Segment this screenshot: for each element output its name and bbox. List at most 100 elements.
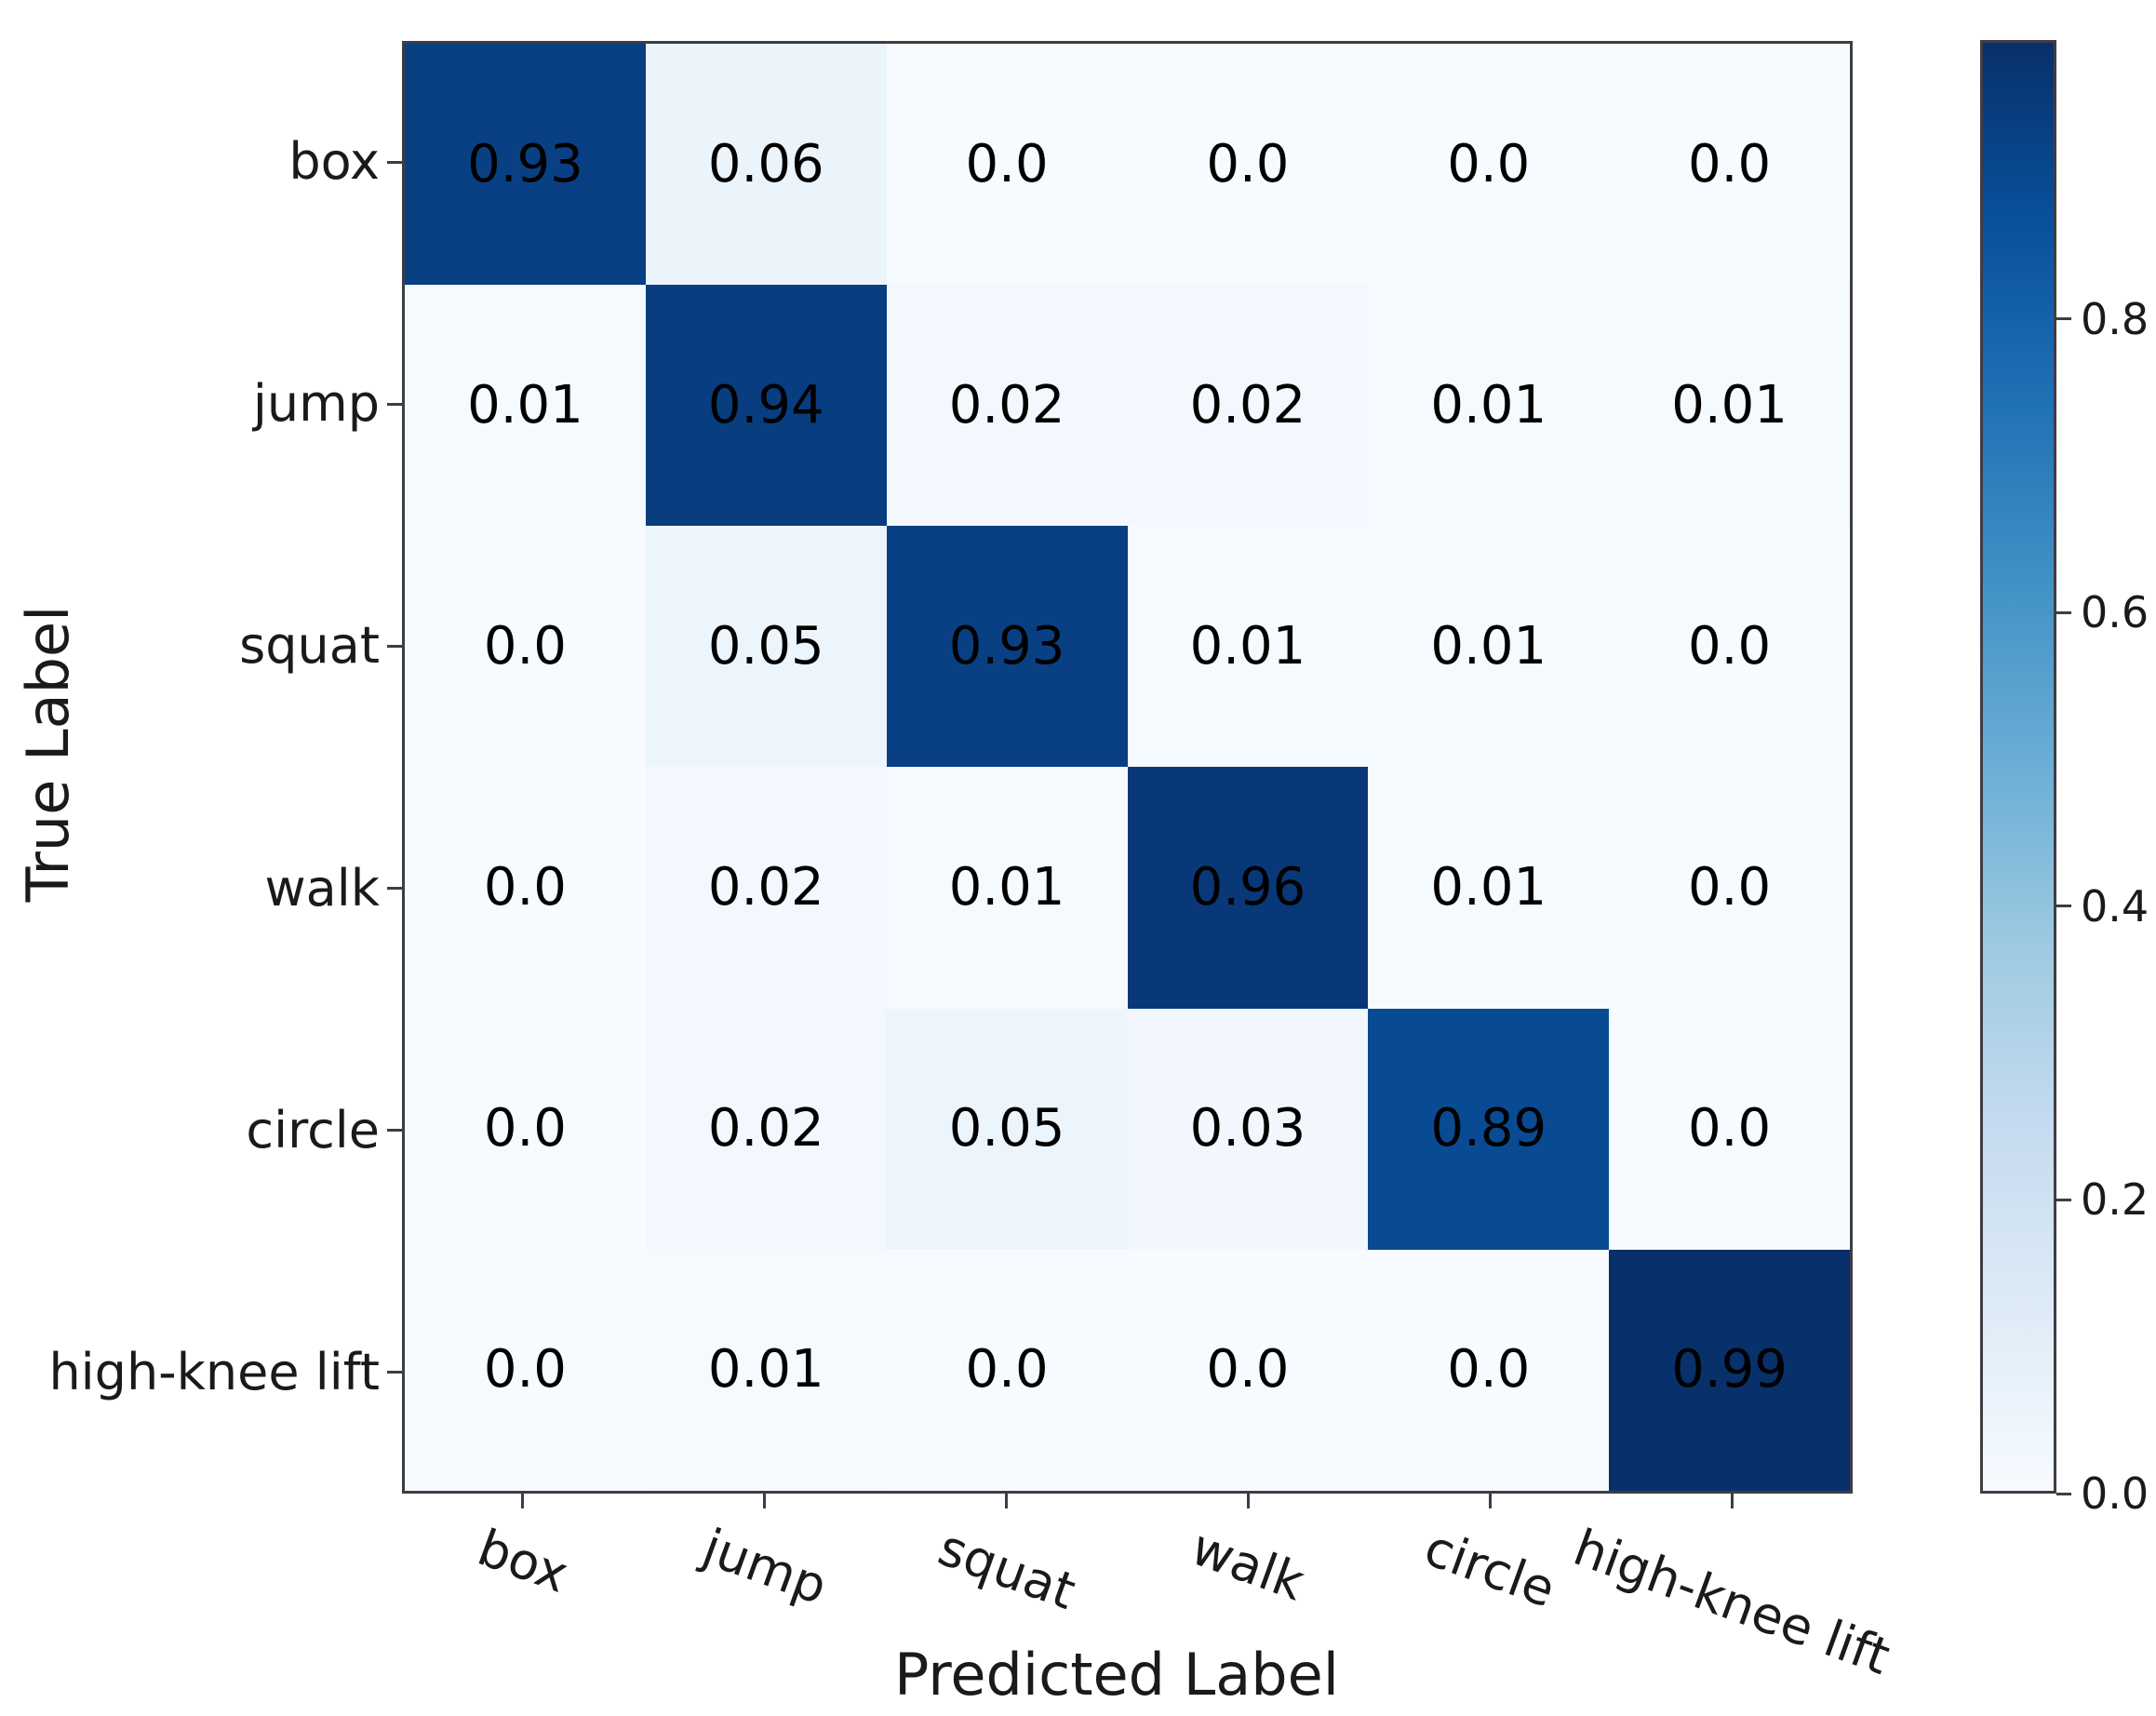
y-axis-title: True Label: [14, 605, 82, 903]
heatmap-cell: 0.0: [405, 1008, 646, 1250]
cell-value: 0.96: [1189, 857, 1306, 918]
colorbar-tick-mark: [2056, 317, 2071, 321]
heatmap-cell: 0.0: [1609, 44, 1850, 286]
cell-value: 0.89: [1430, 1098, 1547, 1160]
x-tick-mark: [521, 1494, 525, 1508]
cell-value: 0.93: [948, 615, 1065, 677]
cell-value: 0.99: [1671, 1339, 1788, 1401]
y-tick-mark: [387, 160, 402, 164]
colorbar-tick-label: 0.2: [2081, 1174, 2149, 1226]
heatmap-cell: 0.02: [886, 285, 1128, 527]
y-tick-label: high-knee lift: [48, 1342, 380, 1401]
y-tick-label: box: [288, 132, 380, 192]
cell-value: 0.0: [1688, 133, 1772, 194]
cell-value: 0.0: [483, 1098, 567, 1160]
cell-value: 0.0: [1447, 133, 1531, 194]
cell-value: 0.0: [1206, 1339, 1290, 1401]
cell-value: 0.02: [948, 374, 1065, 436]
heatmap-cell: 0.96: [1127, 767, 1369, 1009]
heatmap-cell: 0.0: [1127, 44, 1369, 286]
heatmap-cell: 0.0: [886, 1249, 1128, 1491]
heatmap-cell: 0.01: [1368, 767, 1610, 1009]
cell-value: 0.02: [707, 1098, 824, 1160]
colorbar-tick-mark: [2056, 1198, 2071, 1201]
heatmap-cell: 0.0: [405, 526, 646, 768]
heatmap-cell: 0.01: [1368, 526, 1610, 768]
cell-value: 0.01: [467, 374, 583, 436]
cell-value: 0.0: [1447, 1339, 1531, 1401]
heatmap-cell: 0.0: [1127, 1249, 1369, 1491]
cell-value: 0.01: [1430, 615, 1547, 677]
cell-value: 0.01: [1671, 374, 1788, 436]
heatmap-cell: 0.89: [1368, 1008, 1610, 1250]
cell-value: 0.94: [707, 374, 824, 436]
y-tick-label: circle: [246, 1100, 380, 1160]
colorbar-tick-label: 0.4: [2081, 880, 2149, 932]
heatmap-cell: 0.02: [645, 1008, 887, 1250]
y-tick-label: squat: [239, 616, 380, 676]
cell-value: 0.0: [965, 133, 1049, 194]
colorbar-tick-label: 0.6: [2081, 587, 2149, 638]
cell-value: 0.0: [483, 615, 567, 677]
y-tick-label: walk: [264, 858, 380, 918]
cell-value: 0.01: [707, 1339, 824, 1401]
cell-value: 0.01: [1430, 857, 1547, 918]
heatmap-cell: 0.01: [405, 285, 646, 527]
y-tick-mark: [387, 1371, 402, 1374]
heatmap-cell: 0.05: [645, 526, 887, 768]
cell-value: 0.0: [965, 1339, 1049, 1401]
heatmap-cell: 0.0: [1609, 767, 1850, 1009]
colorbar-tick-mark: [2056, 610, 2071, 614]
heatmap-cell: 0.02: [645, 767, 887, 1009]
cell-value: 0.01: [1189, 615, 1306, 677]
heatmap-cell: 0.05: [886, 1008, 1128, 1250]
x-tick-mark: [1005, 1494, 1009, 1508]
y-tick-mark: [387, 402, 402, 406]
cell-value: 0.05: [707, 615, 824, 677]
heatmap-cell: 0.0: [886, 44, 1128, 286]
x-tick-mark: [1730, 1494, 1734, 1508]
cell-value: 0.03: [1189, 1098, 1306, 1160]
heatmap-cell: 0.01: [645, 1249, 887, 1491]
y-tick-mark: [387, 1129, 402, 1133]
heatmap-cell: 0.94: [645, 285, 887, 527]
colorbar-tick-mark: [2056, 1492, 2071, 1495]
cell-value: 0.02: [707, 857, 824, 918]
cell-value: 0.02: [1189, 374, 1306, 436]
heatmap-cell: 0.0: [1368, 1249, 1610, 1491]
cell-value: 0.0: [1688, 1098, 1772, 1160]
cell-value: 0.01: [948, 857, 1065, 918]
y-tick-mark: [387, 887, 402, 891]
x-tick-label: walk: [1184, 1518, 1313, 1613]
heatmap-cell: 0.99: [1609, 1249, 1850, 1491]
x-tick-mark: [763, 1494, 767, 1508]
heatmap-cell: 0.02: [1127, 285, 1369, 527]
heatmap-cell: 0.0: [405, 767, 646, 1009]
heatmap-cell: 0.0: [1609, 1008, 1850, 1250]
colorbar-tick-label: 0.0: [2081, 1468, 2149, 1519]
heatmap-cell: 0.03: [1127, 1008, 1369, 1250]
cell-value: 0.01: [1430, 374, 1547, 436]
y-tick-label: jump: [252, 374, 380, 434]
x-axis-title: Predicted Label: [893, 1641, 1340, 1709]
x-tick-label: box: [470, 1517, 576, 1604]
heatmap-cell: 0.01: [1368, 285, 1610, 527]
x-tick-label: circle: [1417, 1517, 1563, 1619]
x-tick-label: high-knee lift: [1566, 1518, 1898, 1686]
cell-value: 0.05: [948, 1098, 1065, 1160]
heatmap-cell: 0.0: [405, 1249, 646, 1491]
heatmap-cell: 0.01: [886, 767, 1128, 1009]
colorbar-gradient: [1980, 40, 2056, 1494]
heatmap-cell: 0.93: [886, 526, 1128, 768]
x-tick-label: squat: [931, 1517, 1083, 1621]
heatmap-cell: 0.0: [1609, 526, 1850, 768]
heatmap-cell: 0.0: [1368, 44, 1610, 286]
cell-value: 0.0: [483, 1339, 567, 1401]
heatmap-cell: 0.06: [645, 44, 887, 286]
cell-value: 0.0: [483, 857, 567, 918]
heatmap-grid: 0.93 0.06 0.0 0.0 0.0 0.0 0.01 0.94 0.02 0.02 0.01…: [402, 41, 1853, 1494]
cell-value: 0.0: [1688, 615, 1772, 677]
cell-value: 0.06: [707, 133, 824, 194]
cell-value: 0.0: [1206, 133, 1290, 194]
